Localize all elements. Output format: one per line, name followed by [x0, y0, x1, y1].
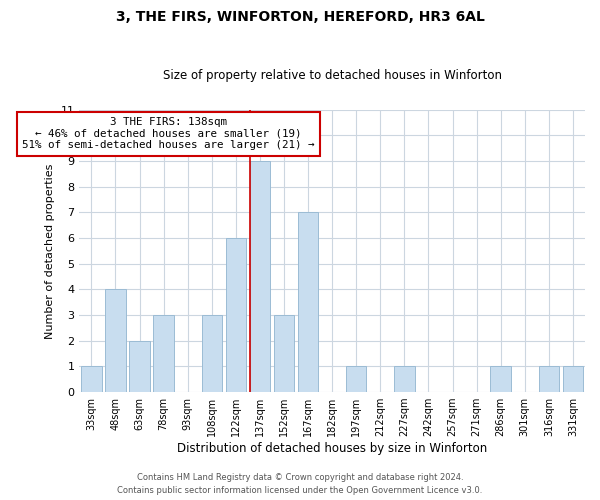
Y-axis label: Number of detached properties: Number of detached properties	[45, 163, 55, 338]
Bar	[563, 366, 583, 392]
Text: Contains HM Land Registry data © Crown copyright and database right 2024.
Contai: Contains HM Land Registry data © Crown c…	[118, 474, 482, 495]
Text: 3, THE FIRS, WINFORTON, HEREFORD, HR3 6AL: 3, THE FIRS, WINFORTON, HEREFORD, HR3 6A…	[116, 10, 484, 24]
Bar	[226, 238, 246, 392]
Bar	[346, 366, 367, 392]
Bar	[394, 366, 415, 392]
Bar	[154, 315, 174, 392]
Bar	[490, 366, 511, 392]
Text: 3 THE FIRS: 138sqm
← 46% of detached houses are smaller (19)
51% of semi-detache: 3 THE FIRS: 138sqm ← 46% of detached hou…	[22, 118, 314, 150]
Bar	[539, 366, 559, 392]
Bar	[202, 315, 222, 392]
Title: Size of property relative to detached houses in Winforton: Size of property relative to detached ho…	[163, 69, 502, 82]
Bar	[129, 340, 150, 392]
X-axis label: Distribution of detached houses by size in Winforton: Distribution of detached houses by size …	[177, 442, 487, 455]
Bar	[298, 212, 319, 392]
Bar	[250, 161, 270, 392]
Bar	[274, 315, 294, 392]
Bar	[81, 366, 101, 392]
Bar	[105, 290, 125, 392]
